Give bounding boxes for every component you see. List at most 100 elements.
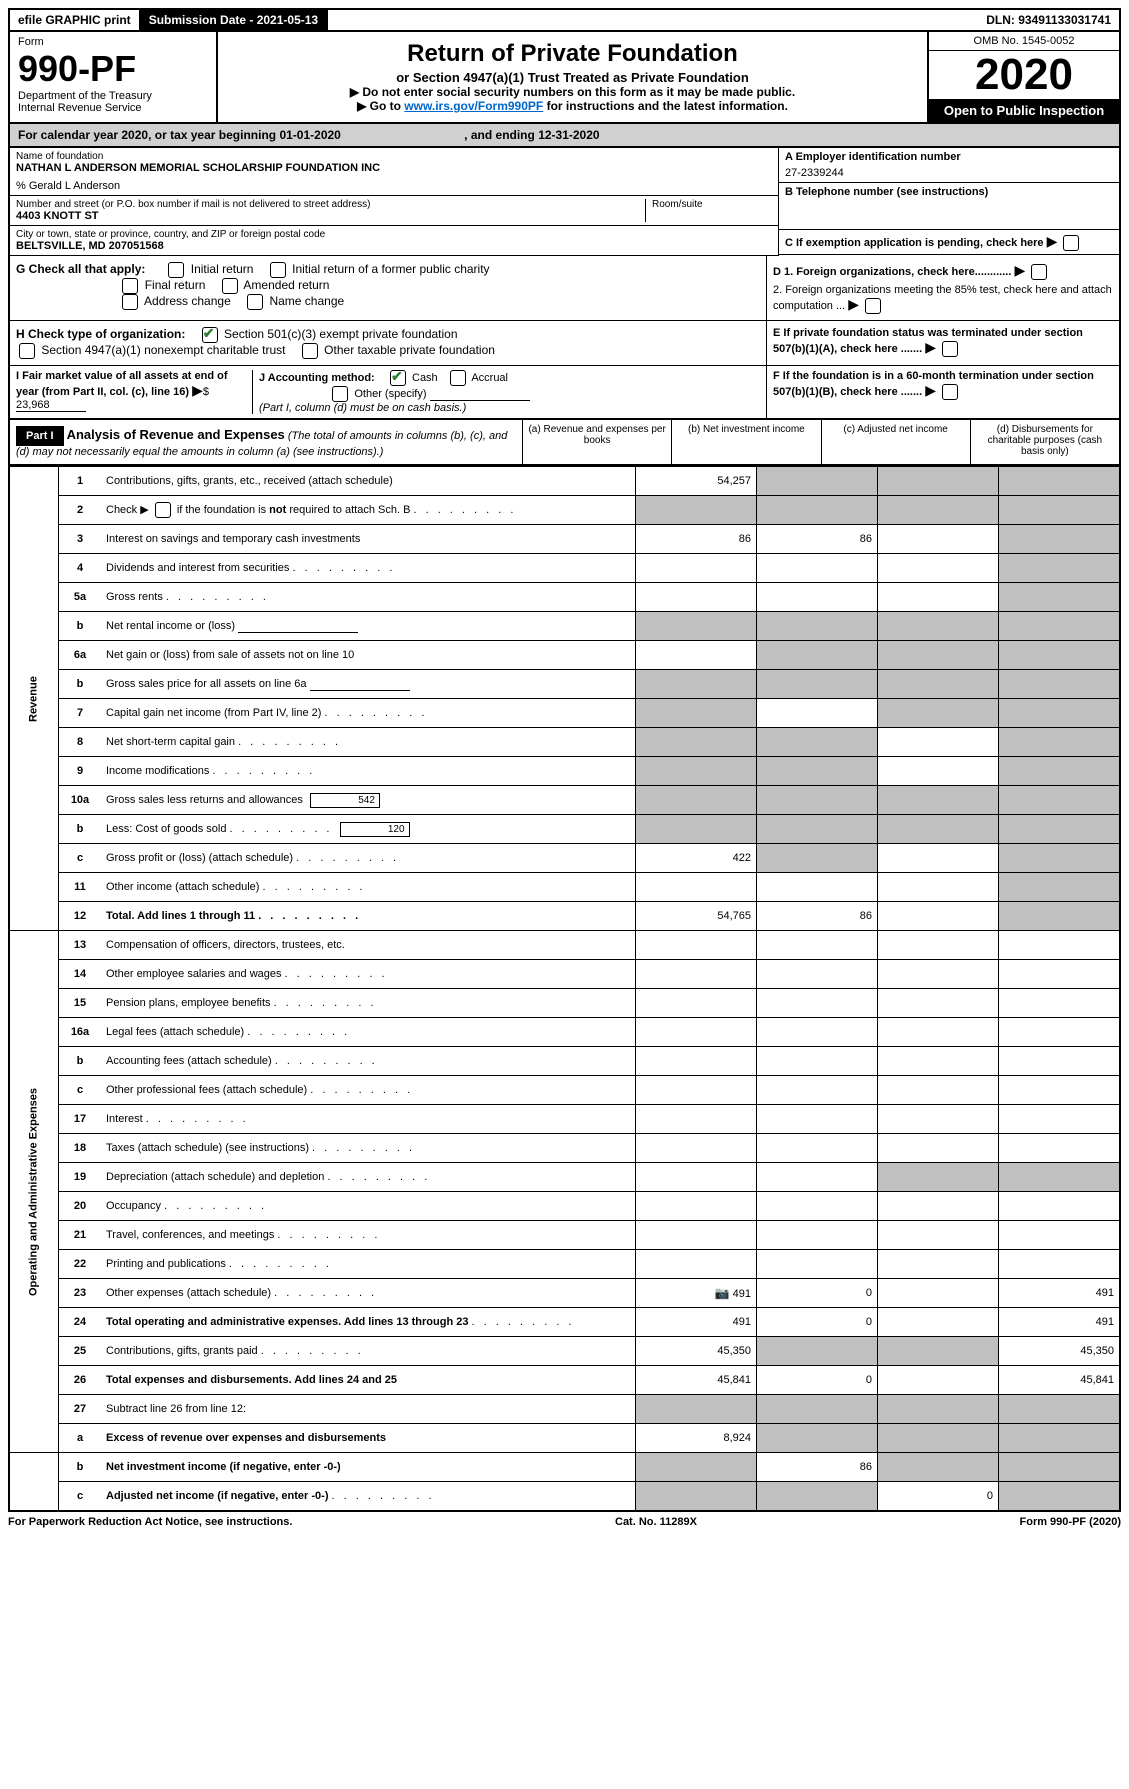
irs-link[interactable]: www.irs.gov/Form990PF <box>404 99 543 113</box>
line-23-d: 491 <box>999 1279 1121 1308</box>
header-left: Form 990-PF Department of the Treasury I… <box>10 32 218 122</box>
foundation-name: NATHAN L ANDERSON MEMORIAL SCHOLARSHIP F… <box>16 162 772 174</box>
footer-right: Form 990-PF (2020) <box>1020 1516 1121 1528</box>
form-label: Form <box>18 36 208 48</box>
fmv-value: 23,968 <box>16 399 86 412</box>
form-subtitle: or Section 4947(a)(1) Trust Treated as P… <box>226 70 919 85</box>
d2-checkbox[interactable] <box>865 298 881 314</box>
d1-checkbox[interactable] <box>1031 264 1047 280</box>
line-3-a: 86 <box>636 525 757 554</box>
header-center: Return of Private Foundation or Section … <box>218 32 927 122</box>
col-b-header: (b) Net investment income <box>672 420 821 464</box>
instr-link: ▶ Go to www.irs.gov/Form990PF for instru… <box>226 99 919 113</box>
line-10b-box: 120 <box>340 822 410 837</box>
accrual-checkbox[interactable] <box>450 370 466 386</box>
initial-former-checkbox[interactable] <box>270 262 286 278</box>
line-27c-c: 0 <box>878 1482 999 1512</box>
care-of: % Gerald L Anderson <box>16 180 772 192</box>
line-11: Other income (attach schedule) <box>101 873 636 902</box>
section-i: I Fair market value of all assets at end… <box>16 370 253 414</box>
cash-checkbox[interactable] <box>390 370 406 386</box>
line-18: Taxes (attach schedule) (see instruction… <box>101 1134 636 1163</box>
city-state-zip: BELTSVILLE, MD 207051568 <box>16 240 772 252</box>
form-header: Form 990-PF Department of the Treasury I… <box>8 32 1121 124</box>
calendar-year-row: For calendar year 2020, or tax year begi… <box>8 124 1121 148</box>
section-h-e: H Check type of organization: Section 50… <box>8 321 1121 366</box>
line-10c-a: 422 <box>636 844 757 873</box>
501c3-checkbox[interactable] <box>202 327 218 343</box>
line-10c: Gross profit or (loss) (attach schedule) <box>101 844 636 873</box>
line-1-a: 54,257 <box>636 467 757 496</box>
dln: DLN: 93491133031741 <box>978 10 1119 30</box>
line-23-b: 0 <box>757 1279 878 1308</box>
form-number: 990-PF <box>18 48 208 90</box>
line-12: Total. Add lines 1 through 11 <box>101 902 636 931</box>
line-16c: Other professional fees (attach schedule… <box>101 1076 636 1105</box>
page-footer: For Paperwork Reduction Act Notice, see … <box>8 1512 1121 1528</box>
f-checkbox[interactable] <box>942 384 958 400</box>
section-h: H Check type of organization: Section 50… <box>10 321 767 365</box>
section-ij-f: I Fair market value of all assets at end… <box>8 366 1121 420</box>
line-15: Pension plans, employee benefits <box>101 989 636 1018</box>
line-16b: Accounting fees (attach schedule) <box>101 1047 636 1076</box>
foundation-name-cell: Name of foundation NATHAN L ANDERSON MEM… <box>10 148 778 196</box>
city-cell: City or town, state or province, country… <box>10 226 778 256</box>
omb-number: OMB No. 1545-0052 <box>929 32 1119 51</box>
line-2: Check ▶ if the foundation is not require… <box>101 496 636 525</box>
other-method-checkbox[interactable] <box>332 386 348 402</box>
ein-value: 27-2339244 <box>785 167 1113 179</box>
room-suite-label: Room/suite <box>652 199 772 210</box>
irs: Internal Revenue Service <box>18 102 208 114</box>
line-25-a: 45,350 <box>636 1337 757 1366</box>
tax-year: 2020 <box>929 51 1119 99</box>
line-27: Subtract line 26 from line 12: <box>101 1395 636 1424</box>
open-public: Open to Public Inspection <box>929 99 1119 122</box>
address-change-checkbox[interactable] <box>122 294 138 310</box>
line-6a: Net gain or (loss) from sale of assets n… <box>101 641 636 670</box>
line-27a: Excess of revenue over expenses and disb… <box>101 1424 636 1453</box>
line-20: Occupancy <box>101 1192 636 1221</box>
line-10a-box: 542 <box>310 793 380 808</box>
line-12-a: 54,765 <box>636 902 757 931</box>
line-3: Interest on savings and temporary cash i… <box>101 525 636 554</box>
line-26-b: 0 <box>757 1366 878 1395</box>
final-return-checkbox[interactable] <box>122 278 138 294</box>
line-4: Dividends and interest from securities <box>101 554 636 583</box>
section-j: J Accounting method: Cash Accrual Other … <box>253 370 760 414</box>
line-2-checkbox[interactable] <box>155 502 171 518</box>
line-22: Printing and publications <box>101 1250 636 1279</box>
col-c-header: (c) Adjusted net income <box>822 420 971 464</box>
header-right: OMB No. 1545-0052 2020 Open to Public In… <box>927 32 1119 122</box>
section-g: G Check all that apply: Initial return I… <box>10 256 767 320</box>
other-taxable-checkbox[interactable] <box>302 343 318 359</box>
telephone-cell: B Telephone number (see instructions) <box>779 183 1119 230</box>
line-24-a: 491 <box>636 1308 757 1337</box>
amended-return-checkbox[interactable] <box>222 278 238 294</box>
line-24-b: 0 <box>757 1308 878 1337</box>
part1-tag: Part I <box>16 426 64 446</box>
initial-return-checkbox[interactable] <box>168 262 184 278</box>
4947a1-checkbox[interactable] <box>19 343 35 359</box>
e-checkbox[interactable] <box>942 341 958 357</box>
section-d: D 1. Foreign organizations, check here..… <box>767 256 1119 320</box>
c-checkbox[interactable] <box>1063 235 1079 251</box>
line-17: Interest <box>101 1105 636 1134</box>
section-g-d: G Check all that apply: Initial return I… <box>8 256 1121 321</box>
line-14: Other employee salaries and wages <box>101 960 636 989</box>
part1-table: Revenue 1 Contributions, gifts, grants, … <box>8 466 1121 1512</box>
section-c: C If exemption application is pending, c… <box>779 230 1119 255</box>
ein-cell: A Employer identification number 27-2339… <box>779 148 1119 183</box>
expenses-label: Operating and Administrative Expenses <box>9 931 59 1453</box>
name-change-checkbox[interactable] <box>247 294 263 310</box>
line-9: Income modifications <box>101 757 636 786</box>
instr-ssn: ▶ Do not enter social security numbers o… <box>226 85 919 99</box>
form-title: Return of Private Foundation <box>226 40 919 68</box>
line-27c: Adjusted net income (if negative, enter … <box>101 1482 636 1512</box>
line-27a-a: 8,924 <box>636 1424 757 1453</box>
line-23: Other expenses (attach schedule) <box>101 1279 636 1308</box>
line-6b: Gross sales price for all assets on line… <box>101 670 636 699</box>
efile-label: efile GRAPHIC print <box>10 10 141 30</box>
line-7: Capital gain net income (from Part IV, l… <box>101 699 636 728</box>
line-5a: Gross rents <box>101 583 636 612</box>
footer-mid: Cat. No. 11289X <box>615 1516 697 1528</box>
